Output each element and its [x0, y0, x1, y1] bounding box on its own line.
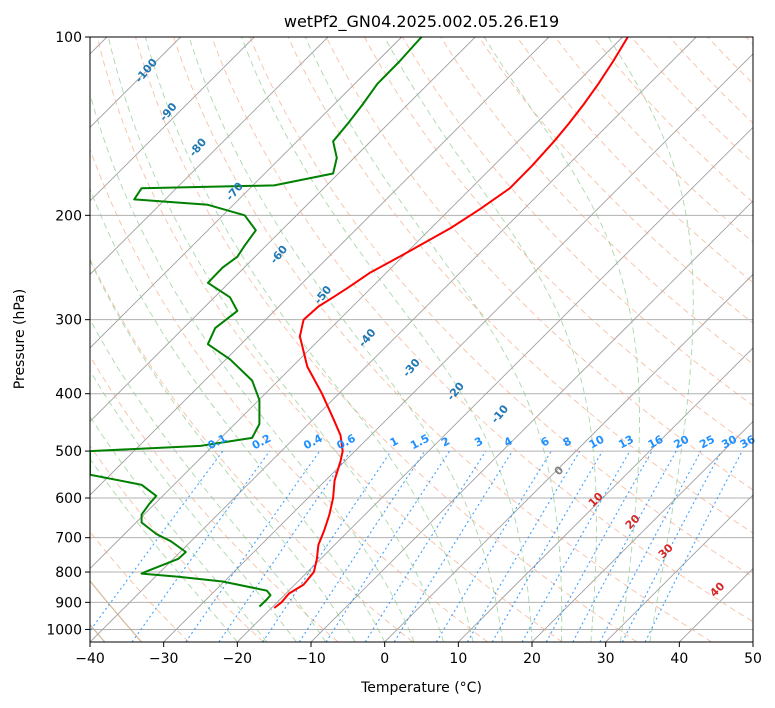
mixing-ratio-line	[572, 450, 677, 642]
mixing-ratio-line	[521, 450, 631, 642]
y-tick-label: 400	[55, 387, 82, 403]
isotherm-line	[90, 37, 329, 276]
x-tick-label: 10	[449, 651, 467, 667]
mixing-ratio-line	[325, 450, 451, 642]
dry-adiabat-line	[364, 37, 753, 448]
isotherm-line	[90, 37, 402, 349]
plot-frame	[89, 36, 754, 643]
moist-adiabat-line	[90, 259, 356, 642]
y-tick-label: 800	[55, 565, 82, 581]
isotherm-line	[531, 420, 753, 642]
isotherm-line	[90, 37, 550, 496]
mixing-ratio-line	[435, 450, 552, 642]
mixing-ratio-label: 20	[672, 433, 692, 452]
dry-adiabat-line	[90, 147, 488, 642]
dry-adiabat-line	[173, 37, 712, 642]
mixing-ratio-line	[298, 450, 426, 642]
y-tick-label: 200	[55, 208, 82, 224]
moist-adiabat-line	[90, 187, 386, 642]
mixing-ratio-label: 13	[616, 433, 636, 452]
y-axis-label: Pressure (hPa)	[12, 289, 28, 389]
wet-bulb-line	[90, 579, 143, 642]
mixing-ratio-line	[545, 450, 653, 642]
isotherm-line	[163, 53, 753, 642]
mixing-ratio-label: 10	[587, 433, 607, 452]
moist-adiabat-line	[90, 318, 327, 642]
y-tick-label: 100	[55, 30, 82, 46]
mixing-ratio-line	[90, 450, 224, 632]
x-tick-label: 20	[523, 651, 541, 667]
mixing-ratio-label: 16	[646, 433, 666, 452]
mixing-ratio-label: 30	[719, 433, 739, 452]
x-tick-label: −30	[149, 651, 179, 667]
moist-adiabat-line	[241, 37, 533, 642]
x-tick-label: −40	[75, 651, 105, 667]
profile-lines	[90, 37, 629, 609]
y-tick-label: 600	[55, 491, 82, 507]
dewpoint-profile	[90, 37, 423, 608]
background-lines	[90, 37, 753, 642]
mixing-ratio-line	[491, 450, 603, 642]
moist-adiabat-line	[144, 37, 474, 642]
isotherm-line	[90, 37, 697, 642]
moist-adiabat-line	[90, 415, 268, 642]
dry-adiabat-line	[249, 37, 753, 578]
isotherm-line	[90, 37, 476, 423]
isotherm-line	[458, 347, 753, 642]
moist-adiabat-line	[608, 37, 694, 642]
moist-adiabat-line	[304, 37, 563, 642]
isotherm-line	[90, 37, 255, 202]
mixing-ratio-line	[185, 450, 321, 642]
y-tick-label: 900	[55, 595, 82, 611]
x-axis-label: Temperature (°C)	[360, 680, 482, 696]
moist-adiabat-line	[90, 369, 297, 642]
dry-adiabat-line	[402, 37, 753, 406]
mixing-ratio-line	[393, 450, 513, 642]
mixing-ratio-line	[467, 450, 581, 642]
mixing-ratio-line	[644, 450, 743, 642]
dry-adiabat-line	[287, 37, 753, 534]
mixing-ratio-line	[621, 450, 722, 642]
y-tick-label: 500	[55, 444, 82, 460]
chart-title: wetPf2_GN04.2025.002.05.26.E19	[284, 12, 559, 32]
isotherm-line	[237, 126, 753, 642]
moist-adiabat-line	[188, 37, 503, 642]
x-tick-label: 40	[670, 651, 688, 667]
isotherm-line	[384, 273, 753, 642]
dry-adiabat-line	[90, 445, 264, 642]
mixing-ratio-line	[131, 450, 271, 642]
temperature-profile	[273, 37, 629, 609]
x-tick-label: 30	[597, 651, 615, 667]
y-tick-label: 1000	[46, 622, 82, 638]
x-tick-label: 50	[744, 651, 762, 667]
x-tick-label: −20	[223, 651, 253, 667]
x-tick-label: 0	[380, 651, 389, 667]
axes-ticks: −40 −30 −20 −10 0 10 20 30 40 50 100 200 300 400 500 60…	[46, 30, 762, 667]
dry-adiabat-line	[478, 37, 753, 324]
dry-adiabat-line	[90, 258, 414, 642]
x-tick-label: −10	[296, 651, 326, 667]
isotherm-line	[605, 494, 753, 642]
dry-adiabat-line	[554, 37, 753, 243]
isotherm-line	[90, 37, 623, 570]
moist-adiabat-line	[90, 92, 415, 642]
mixing-ratio-label: 25	[697, 433, 717, 452]
dry-adiabat-line	[592, 37, 753, 203]
moist-adiabat-line	[483, 37, 640, 642]
y-tick-label: 300	[55, 313, 82, 329]
y-tick-label: 700	[55, 531, 82, 547]
dry-adiabat-line	[134, 37, 638, 642]
dry-adiabat-line	[440, 37, 753, 365]
moist-adiabat-line	[90, 457, 238, 642]
moist-adiabat-line	[384, 37, 597, 642]
dry-adiabat-line	[96, 37, 563, 642]
mixing-ratio-line	[599, 450, 702, 642]
